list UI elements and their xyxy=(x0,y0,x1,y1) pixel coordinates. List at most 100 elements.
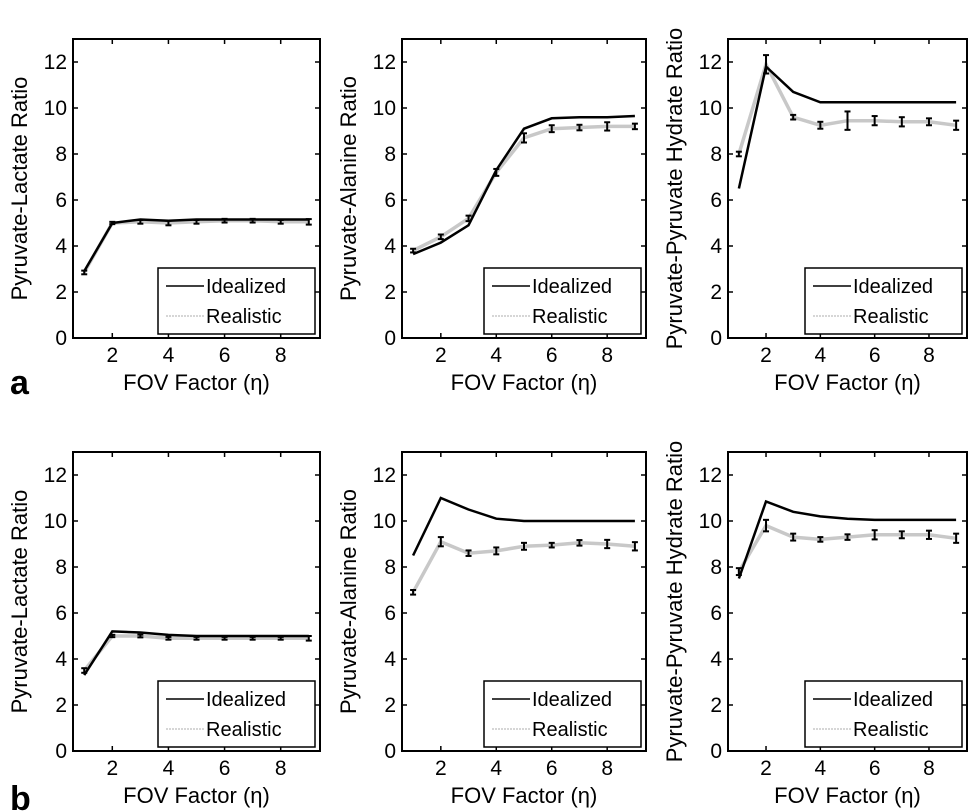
y-tick-label: 0 xyxy=(55,327,67,350)
y-tick-label: 12 xyxy=(699,51,722,74)
x-tick-label: 8 xyxy=(601,344,613,367)
legend-label-idealized: Idealized xyxy=(206,689,286,711)
y-tick-label: 6 xyxy=(55,602,67,625)
legend-label-realistic: Realistic xyxy=(206,719,282,741)
legend-box xyxy=(483,267,642,335)
y-tick-label: 2 xyxy=(710,694,722,717)
x-tick-label: 2 xyxy=(760,757,772,780)
plot-frame xyxy=(401,451,647,752)
y-tick-label: 12 xyxy=(373,464,396,487)
legend-label-idealized: Idealized xyxy=(853,689,933,711)
y-tick-label: 4 xyxy=(55,235,67,258)
x-tick-label: 4 xyxy=(814,344,826,367)
legend-box xyxy=(157,267,316,335)
x-tick-label: 8 xyxy=(601,757,613,780)
y-tick-label: 6 xyxy=(384,602,396,625)
x-axis-label: FOV Factor (η) xyxy=(451,370,598,395)
legend-box xyxy=(157,680,316,748)
y-tick-label: 4 xyxy=(55,648,67,671)
legend-label-realistic: Realistic xyxy=(206,306,282,328)
series-idealized-line xyxy=(83,630,309,676)
series-realistic-line xyxy=(412,124,635,253)
x-axis-label: FOV Factor (η) xyxy=(451,783,598,808)
y-tick-label: 2 xyxy=(384,281,396,304)
series-idealized-line xyxy=(737,64,957,189)
x-tick-label: 4 xyxy=(490,344,502,367)
legend-label-realistic: Realistic xyxy=(532,306,608,328)
x-tick-label: 4 xyxy=(163,757,175,780)
y-tick-label: 2 xyxy=(55,281,67,304)
series-idealized-line xyxy=(83,218,309,272)
y-tick-label: 8 xyxy=(710,556,722,579)
y-tick-label: 6 xyxy=(55,189,67,212)
x-tick-label: 2 xyxy=(435,757,447,780)
y-axis-label: Pyruvate-Alanine Ratio xyxy=(336,489,361,714)
y-axis-label: Pyruvate-Lactate Ratio xyxy=(7,490,32,714)
y-tick-label: 10 xyxy=(373,510,396,533)
legend-box xyxy=(804,267,963,335)
legend: Idealized Realistic xyxy=(157,267,316,335)
legend-label-idealized: Idealized xyxy=(532,276,612,298)
x-axis-label: FOV Factor (η) xyxy=(774,783,921,808)
y-axis-label: Pyruvate-Pyruvate Hydrate Ratio xyxy=(662,441,687,763)
x-tick-label: 6 xyxy=(546,757,558,780)
x-tick-label: 2 xyxy=(106,344,118,367)
chart-panel-5: 2 4 6 8 0 2 4 6 8 10 12 FOV Factor (η) Pyruvate-Alan… xyxy=(336,451,647,808)
x-tick-label: 4 xyxy=(163,344,175,367)
x-tick-label: 2 xyxy=(760,344,772,367)
y-tick-label: 6 xyxy=(384,189,396,212)
chart-panel-4: 2 4 6 8 0 2 4 6 8 10 12 FOV Factor (η) Pyruvate-Lact… xyxy=(7,451,321,808)
x-tick-label: 6 xyxy=(869,757,881,780)
plot-frame xyxy=(727,451,968,752)
legend-label-realistic: Realistic xyxy=(853,719,929,741)
series-idealized-line xyxy=(412,114,635,256)
x-tick-label: 4 xyxy=(490,757,502,780)
y-tick-label: 8 xyxy=(55,143,67,166)
y-tick-label: 12 xyxy=(373,51,396,74)
y-tick-label: 6 xyxy=(710,602,722,625)
legend: Idealized Realistic xyxy=(157,680,316,748)
y-tick-label: 2 xyxy=(710,281,722,304)
y-tick-label: 10 xyxy=(373,97,396,120)
chart-panel-1: 2 4 6 8 0 2 4 6 8 10 12 FOV Factor (η) Pyruvate-Lact… xyxy=(7,38,321,395)
plot-frame xyxy=(401,38,647,339)
legend-label-realistic: Realistic xyxy=(532,719,608,741)
legend-box xyxy=(483,680,642,748)
y-tick-label: 12 xyxy=(699,464,722,487)
plot-frame xyxy=(727,38,968,339)
y-tick-label: 0 xyxy=(384,327,396,350)
y-axis-label: Pyruvate-Lactate Ratio xyxy=(7,77,32,301)
x-tick-label: 4 xyxy=(814,757,826,780)
series-realistic-line xyxy=(737,523,957,573)
y-tick-label: 12 xyxy=(44,51,67,74)
x-axis-label: FOV Factor (η) xyxy=(774,370,921,395)
legend: Idealized Realistic xyxy=(804,267,963,335)
legend: Idealized Realistic xyxy=(483,267,642,335)
y-tick-label: 4 xyxy=(710,648,722,671)
y-tick-label: 6 xyxy=(710,189,722,212)
x-tick-label: 8 xyxy=(923,757,935,780)
plot-frame xyxy=(72,38,321,339)
legend: Idealized Realistic xyxy=(483,680,642,748)
legend-box xyxy=(804,680,963,748)
y-tick-label: 8 xyxy=(55,556,67,579)
x-tick-label: 8 xyxy=(275,344,287,367)
y-tick-label: 10 xyxy=(44,97,67,120)
chart-panel-2: 2 4 6 8 0 2 4 6 8 10 12 FOV Factor (η) Pyruvate-Alan… xyxy=(336,38,647,395)
y-tick-label: 4 xyxy=(710,235,722,258)
y-tick-label: 10 xyxy=(699,510,722,533)
chart-panel-3: 2 4 6 8 0 2 4 6 8 10 12 FOV Factor (η) Pyruvate-Pyru… xyxy=(662,28,968,395)
y-tick-label: 4 xyxy=(384,648,396,671)
legend-label-realistic: Realistic xyxy=(853,306,929,328)
x-tick-label: 6 xyxy=(219,344,231,367)
row-label-b: b xyxy=(10,780,31,812)
y-tick-label: 10 xyxy=(44,510,67,533)
y-tick-label: 0 xyxy=(384,740,396,763)
x-axis-label: FOV Factor (η) xyxy=(123,783,270,808)
legend-label-idealized: Idealized xyxy=(853,276,933,298)
legend: Idealized Realistic xyxy=(804,680,963,748)
row-label-a: a xyxy=(10,364,30,402)
series-realistic-line xyxy=(82,634,309,672)
y-tick-label: 10 xyxy=(699,97,722,120)
